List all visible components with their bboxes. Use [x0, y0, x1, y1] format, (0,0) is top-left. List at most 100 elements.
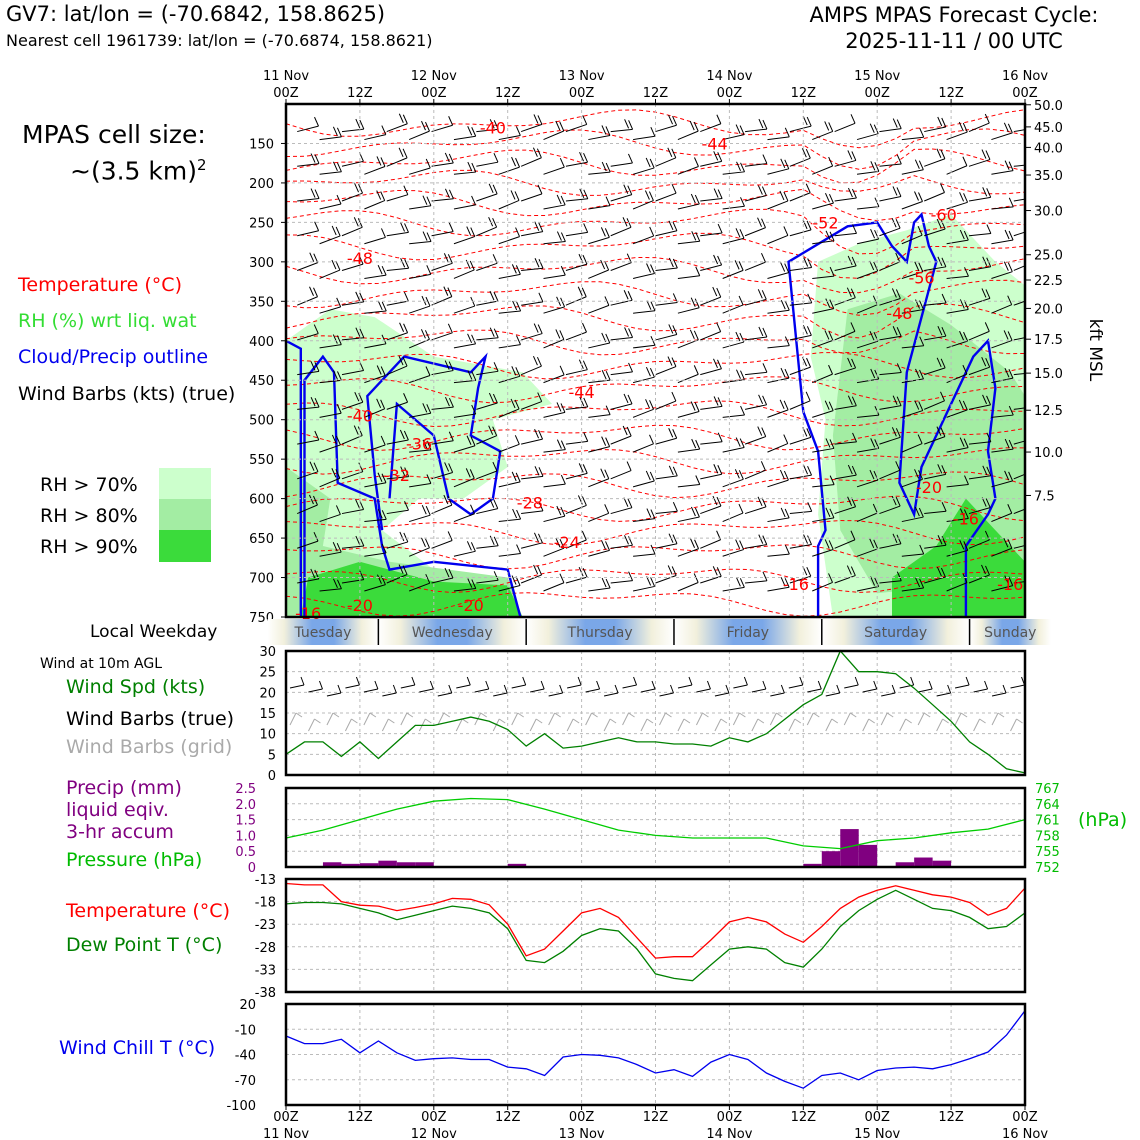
wind-barb	[610, 470, 632, 480]
wind-barb-flag	[335, 260, 341, 271]
wind-tick-label: 5	[268, 748, 276, 763]
wind-barb-flag	[985, 289, 991, 299]
wind-barb-flag	[940, 149, 946, 159]
wind-barb-flag	[892, 326, 898, 336]
wind-barb	[610, 162, 633, 167]
wind-barb-flag	[806, 220, 812, 231]
legend-temperature: Temperature (°C)	[18, 274, 182, 296]
wind-barb-grid	[1010, 718, 1017, 732]
wind-barb-flag	[493, 328, 499, 338]
wind-barb-grid	[326, 712, 334, 726]
wind-barb	[364, 584, 386, 592]
wind-barb	[812, 308, 834, 314]
wind-barb-true	[567, 684, 582, 689]
wind-barb-flag	[332, 334, 338, 344]
wind-barb	[319, 306, 341, 314]
wind-barb-flag	[872, 295, 878, 305]
wind-barb-flag	[829, 299, 835, 309]
precip-bar	[914, 857, 933, 867]
wind-barb	[677, 516, 700, 523]
wind-barb-flag	[874, 439, 880, 449]
wind-barb-flag	[847, 357, 853, 368]
wind-barb	[789, 575, 811, 584]
wind-barb-flag	[937, 325, 943, 336]
wind-barb-flag	[892, 395, 898, 405]
wind-barb-flag	[735, 228, 741, 238]
wind-barb-flag	[404, 467, 410, 477]
wind-barb-flag	[1008, 471, 1014, 482]
wind-barb-grid	[461, 718, 469, 724]
wind-barb	[856, 378, 879, 384]
wind-barb-true	[308, 688, 323, 693]
wind-barb	[297, 230, 319, 237]
wind-barb-flag	[444, 462, 450, 472]
cell-size-text: ~(3.5 km)	[70, 156, 197, 186]
wind-barb	[834, 197, 857, 202]
wind-barb-flag	[850, 114, 856, 124]
wind-barb	[386, 194, 408, 202]
wind-barb-grid	[954, 712, 962, 726]
wind-barb	[901, 271, 923, 279]
wind-barb-flag	[919, 578, 925, 589]
wind-barb	[789, 474, 812, 480]
precip-bar	[803, 863, 822, 867]
wind-barb-flag	[757, 496, 763, 507]
wind-barb-flag	[1008, 405, 1014, 416]
wind-barb-flag	[986, 432, 992, 442]
wind-barb-true	[355, 676, 360, 686]
wind-barb-flag	[735, 124, 741, 134]
temp-tick-label: -33	[255, 963, 276, 978]
precip-tick-label: 0.5	[235, 845, 256, 860]
wind-barb	[700, 331, 721, 341]
wind-barb-flag	[761, 252, 766, 263]
wind-barb-grid	[455, 718, 463, 732]
wind-barb-flag	[425, 505, 431, 516]
wind-barb-flag	[850, 322, 856, 332]
wind-barb-flag	[940, 391, 945, 402]
wind-barb-flag	[693, 365, 699, 375]
legend-wind-grid: Wind Barbs (grid)	[66, 736, 233, 758]
wind-barb	[364, 310, 387, 314]
wind-barb	[655, 301, 678, 306]
wind-barb-flag	[470, 542, 476, 552]
wind-barb-flag	[851, 497, 857, 507]
wind-barb-flag	[604, 504, 610, 514]
wind-barb-flag	[314, 397, 320, 408]
wind-barb-flag	[559, 573, 565, 583]
wind-barb-grid	[757, 718, 765, 724]
wind-barb-flag	[896, 571, 902, 581]
wind-barb-flag	[959, 540, 965, 550]
wind-barb-flag	[668, 324, 674, 334]
wind-barb-flag	[559, 121, 565, 132]
wind-barb-true	[984, 680, 989, 690]
wind-barb-flag	[404, 223, 409, 233]
wind-barb-flag	[694, 402, 700, 412]
wind-barb	[386, 509, 409, 515]
wind-barb-flag	[985, 150, 991, 160]
wind-barb-flag	[739, 578, 745, 588]
wind-barb	[521, 542, 543, 549]
legend-precip: Precip (mm)	[66, 777, 182, 799]
wind-barb-flag	[803, 534, 809, 544]
bottom-date-label: 13 Nov	[559, 1127, 605, 1140]
wind-barb-flag	[895, 428, 901, 438]
wind-barb-flag	[824, 121, 830, 131]
wind-barb-flag	[582, 464, 588, 474]
wind-barb-flag	[985, 498, 991, 508]
pressure-hpa-tick-label: 767	[1035, 782, 1060, 797]
wind-barb-flag	[448, 222, 454, 232]
wind-barb	[879, 227, 901, 237]
wind-barb-flag	[515, 265, 521, 275]
wind-barb-flag	[784, 336, 790, 346]
wind-barb-flag	[940, 358, 946, 369]
wind-barb	[297, 333, 319, 341]
wind-barb-flag	[1004, 575, 1010, 585]
wind-barb	[520, 574, 542, 584]
wind-barb-flag	[959, 330, 965, 341]
wind-barb-flag	[376, 190, 382, 200]
wind-barb-flag	[514, 435, 520, 445]
wind-barb	[521, 438, 543, 445]
kft-axis-label: kft MSL	[1085, 319, 1105, 382]
wind-barb-grid	[659, 712, 666, 726]
wind-barb-flag	[489, 327, 495, 337]
